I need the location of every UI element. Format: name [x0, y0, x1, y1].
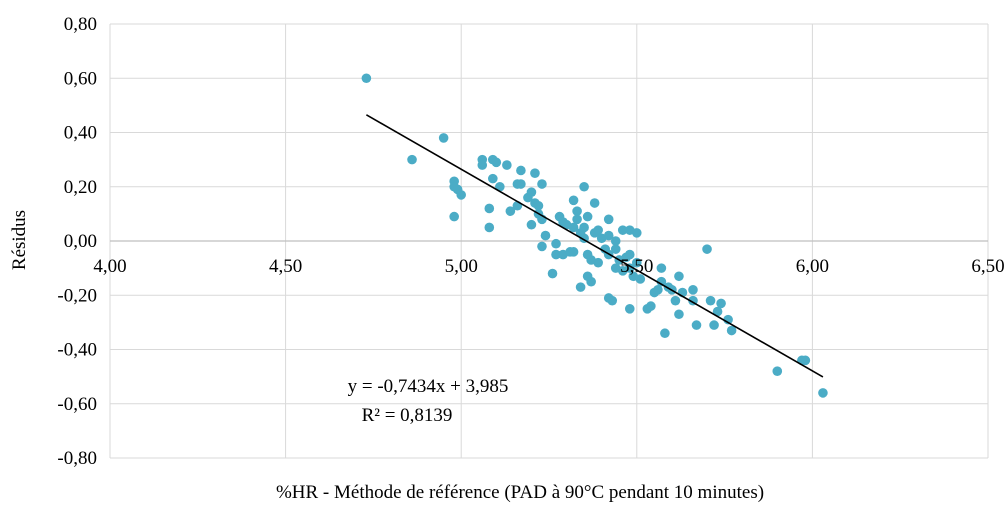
data-point [705, 295, 716, 306]
data-point [575, 282, 586, 292]
data-point [617, 225, 628, 235]
data-point [610, 244, 621, 254]
data-point [660, 328, 670, 339]
x-axis-title: %HR - Méthode de référence (PAD à 90°C p… [276, 482, 764, 503]
data-point [624, 263, 635, 273]
x-tick-label: 6,50 [971, 256, 1004, 277]
data-point [818, 388, 828, 398]
data-point [607, 295, 618, 306]
data-point [603, 214, 614, 225]
data-point [653, 285, 663, 295]
x-tick-label: 5,00 [445, 256, 478, 277]
x-tick-label: 5,50 [620, 256, 653, 277]
y-tick-label: -0,80 [57, 448, 97, 469]
data-point [593, 225, 603, 235]
data-point [572, 214, 582, 225]
data-point [709, 320, 719, 330]
data-point [540, 230, 551, 241]
data-point [551, 249, 561, 260]
trendline [365, 114, 824, 378]
y-tick-label: -0,60 [57, 394, 97, 415]
data-point [635, 274, 646, 284]
y-tick-label: 0,00 [64, 231, 97, 252]
data-point [449, 211, 459, 222]
data-point [579, 181, 589, 192]
data-point [603, 230, 614, 241]
data-point [407, 154, 417, 165]
data-point [572, 206, 582, 216]
data-point [772, 366, 783, 377]
data-point [361, 73, 372, 84]
data-point [484, 222, 495, 233]
data-point [537, 241, 547, 252]
data-point [646, 301, 656, 311]
y-tick-label: 0,80 [64, 14, 97, 35]
data-point [502, 160, 512, 170]
data-point [674, 309, 684, 320]
data-point [438, 133, 449, 143]
data-point [568, 222, 579, 233]
data-point [477, 160, 488, 170]
data-point [589, 198, 600, 208]
data-point [702, 244, 712, 254]
data-point [456, 190, 467, 200]
data-point [484, 203, 495, 214]
data-point [568, 247, 579, 257]
data-point [516, 179, 526, 189]
r-squared-label: R² = 0,8139 [362, 405, 453, 426]
data-point [632, 228, 642, 238]
data-point [551, 238, 561, 249]
data-point [537, 179, 547, 189]
data-point [610, 236, 621, 246]
x-tick-label: 6,00 [796, 256, 829, 277]
data-point [632, 257, 642, 268]
trendline-group [365, 114, 824, 378]
data-point [656, 263, 667, 273]
data-point [670, 295, 681, 306]
data-point [582, 211, 593, 222]
y-axis-title: Résidus [9, 210, 30, 270]
data-point [726, 325, 737, 336]
data-point [530, 168, 540, 178]
data-point [586, 276, 596, 287]
y-tick-label: 0,60 [64, 68, 97, 89]
data-point [505, 206, 516, 216]
data-point [526, 219, 537, 230]
data-point [491, 157, 502, 168]
data-point [674, 271, 684, 282]
data-point [526, 187, 537, 197]
data-point [624, 304, 635, 314]
data-point [624, 249, 635, 260]
data-point [656, 276, 667, 287]
data-point [723, 314, 733, 325]
data-point [488, 173, 498, 184]
data-point [691, 320, 702, 330]
data-point [579, 222, 589, 233]
y-tick-label: -0,40 [57, 340, 97, 361]
data-point [533, 200, 544, 211]
data-point [568, 195, 579, 206]
data-point [516, 165, 526, 176]
x-tick-label: 4,00 [93, 256, 126, 277]
trendline-equation: y = -0,7434x + 3,985 [348, 376, 509, 397]
x-tick-label: 4,50 [269, 256, 302, 277]
data-point [716, 298, 726, 309]
y-tick-label: -0,20 [57, 285, 97, 306]
tick-labels: 4,00 4,50 5,00 5,50 6,00 6,50 0,80 0,60 0,40 0,20… [57, 14, 1004, 469]
y-tick-label: 0,40 [64, 123, 97, 144]
data-point [800, 355, 811, 366]
y-tick-label: 0,20 [64, 177, 97, 198]
data-point [712, 306, 723, 317]
data-point [688, 285, 698, 295]
data-point [593, 257, 603, 268]
data-point [547, 268, 558, 279]
